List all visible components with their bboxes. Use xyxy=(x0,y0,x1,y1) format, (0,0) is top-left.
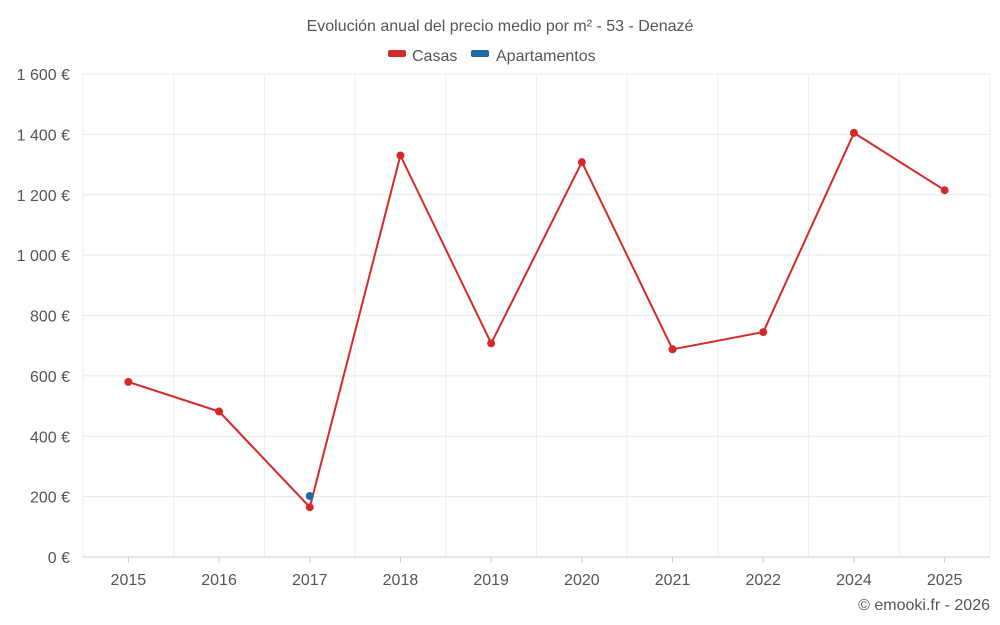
x-tick-label: 2021 xyxy=(655,572,691,589)
chart-title: Evolución anual del precio medio por m² … xyxy=(307,18,694,35)
data-point-casas xyxy=(668,345,677,354)
x-tick-label: 2019 xyxy=(473,572,509,589)
y-tick-label: 0 € xyxy=(48,550,70,567)
legend: Casas Apartamentos xyxy=(388,48,596,65)
x-tick-label: 2015 xyxy=(111,572,147,589)
legend-item-apartamentos[interactable]: Apartamentos xyxy=(471,48,596,65)
x-tick-label: 2022 xyxy=(745,572,781,589)
y-tick-label: 200 € xyxy=(30,490,70,507)
data-point-casas xyxy=(940,186,949,195)
y-tick-label: 400 € xyxy=(30,429,70,446)
legend-label-casas: Casas xyxy=(412,48,457,65)
data-point-casas xyxy=(215,407,224,416)
data-point-casas xyxy=(759,328,768,337)
y-tick-label: 600 € xyxy=(30,369,70,386)
data-point-casas xyxy=(849,128,858,137)
legend-label-apartamentos: Apartamentos xyxy=(496,48,596,65)
x-tick-label: 2018 xyxy=(383,572,419,589)
y-tick-label: 1 600 € xyxy=(17,67,70,84)
y-tick-label: 800 € xyxy=(30,309,70,326)
x-tick-label: 2017 xyxy=(292,572,328,589)
data-point-apartamentos xyxy=(305,492,314,501)
legend-swatch-casas xyxy=(388,50,406,57)
x-tick-label: 2016 xyxy=(201,572,237,589)
x-tick-label: 2025 xyxy=(927,572,963,589)
data-point-casas xyxy=(396,151,405,160)
axes: 0 € 200 € 400 € 600 € 800 € 1 000 € 1 200 € 1 4… xyxy=(17,67,990,589)
legend-swatch-apartamentos xyxy=(471,50,489,57)
grid xyxy=(82,73,991,558)
series-line-casas xyxy=(127,131,946,509)
legend-item-casas[interactable]: Casas xyxy=(388,48,457,65)
y-tick-label: 1 000 € xyxy=(17,248,70,265)
y-tick-label: 1 200 € xyxy=(17,188,70,205)
data-point-casas xyxy=(124,377,133,386)
data-point-casas xyxy=(487,339,496,348)
data-point-casas xyxy=(577,158,586,167)
y-tick-label: 1 400 € xyxy=(17,127,70,144)
x-tick-label: 2024 xyxy=(836,572,872,589)
x-tick-label: 2020 xyxy=(564,572,600,589)
data-point-casas xyxy=(305,503,314,512)
credit-text: © emooki.fr - 2026 xyxy=(858,597,990,614)
series-layer xyxy=(124,128,949,512)
